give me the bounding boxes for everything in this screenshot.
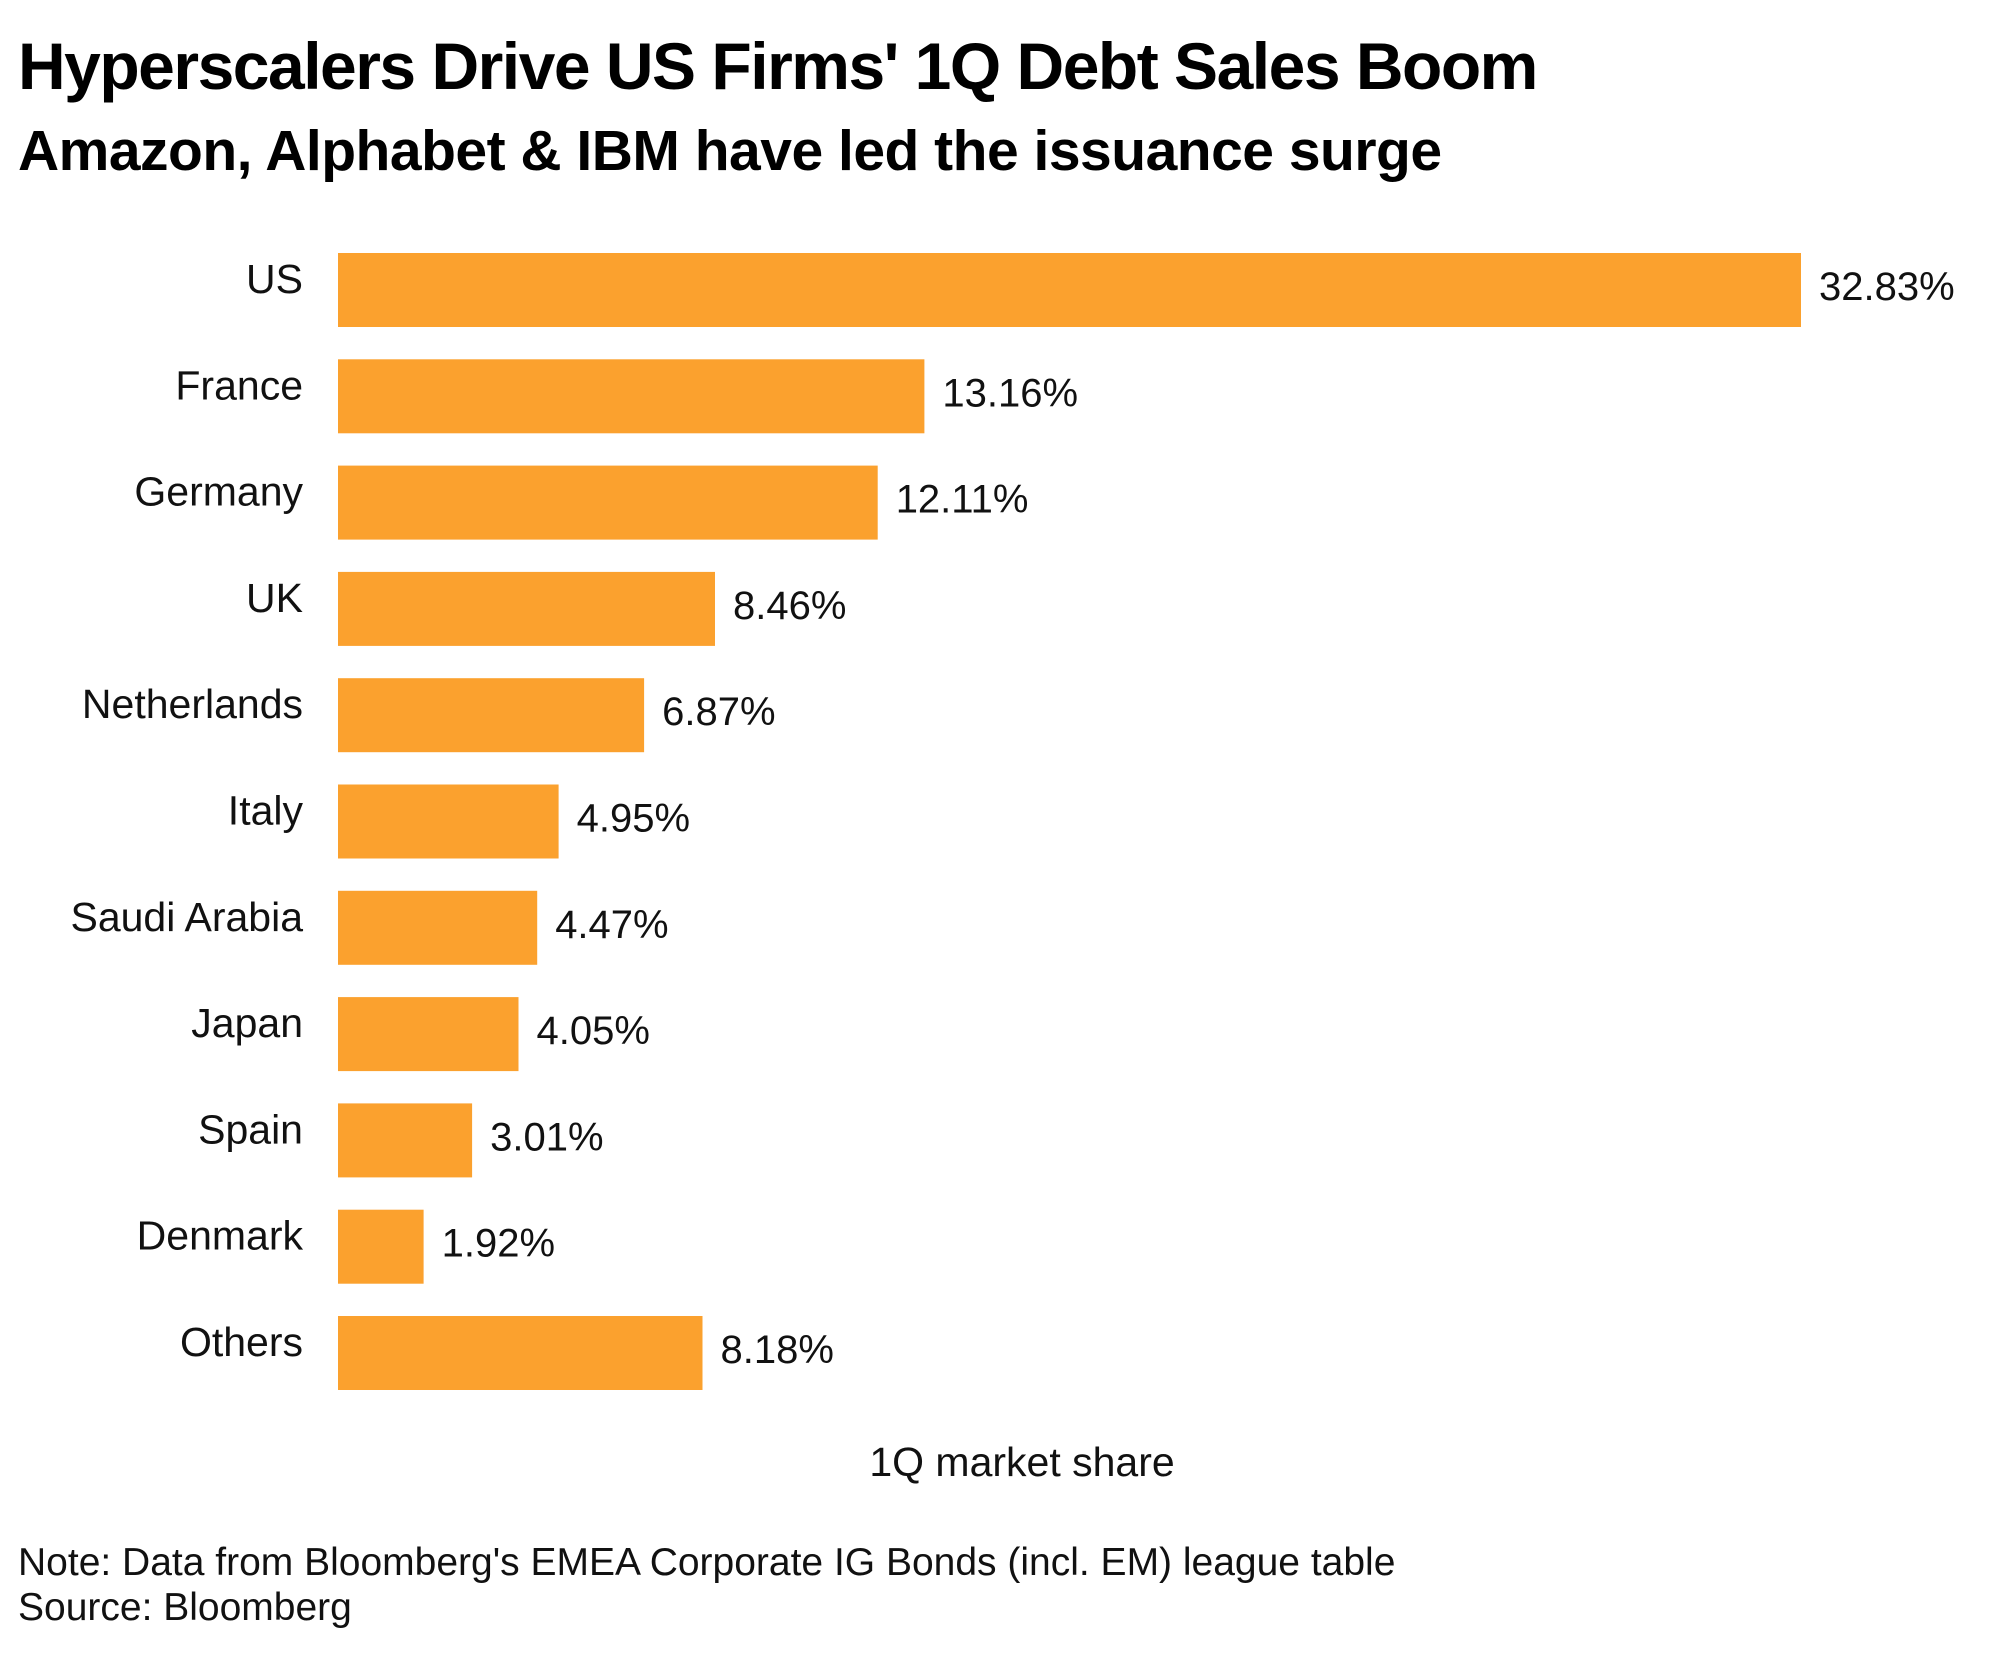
source-line: Source: Bloomberg	[18, 1586, 352, 1629]
category-label: Saudi Arabia	[70, 894, 303, 940]
value-label: 4.47%	[555, 903, 668, 947]
bar-saudi-arabia	[338, 890, 538, 965]
category-labels-group: US France Germany UK Netherlands Italy Saudi A…	[70, 256, 303, 1365]
x-axis-label: 1Q market share	[869, 1439, 1174, 1485]
category-label: Japan	[191, 1000, 303, 1046]
bar-japan	[338, 997, 519, 1072]
bar-france	[338, 359, 925, 434]
category-label: Netherlands	[82, 681, 303, 727]
value-labels-group: 32.83% 13.16% 12.11% 8.46% 6.87% 4.95% 4.47% 4.…	[442, 265, 1955, 1372]
footnote: Note: Data from Bloomberg's EMEA Corpora…	[18, 1541, 1396, 1584]
value-label: 4.05%	[537, 1009, 650, 1053]
bar-others	[338, 1316, 703, 1390]
chart-subtitle: Amazon, Alphabet & IBM have led the issu…	[18, 119, 1442, 183]
bars-group	[338, 253, 1801, 1390]
category-label: Italy	[228, 788, 304, 834]
bar-uk	[338, 571, 715, 646]
category-label: Denmark	[137, 1213, 304, 1259]
value-label: 13.16%	[942, 371, 1078, 415]
value-label: 8.18%	[721, 1328, 834, 1372]
bar-denmark	[338, 1209, 424, 1284]
bar-germany	[338, 465, 878, 540]
bar-italy	[338, 784, 559, 859]
chart-title: Hyperscalers Drive US Firms' 1Q Debt Sal…	[18, 29, 1538, 103]
category-label: Spain	[198, 1106, 303, 1152]
category-label: UK	[246, 575, 303, 621]
value-label: 3.01%	[490, 1115, 603, 1159]
bar-us	[338, 253, 1801, 327]
category-label: US	[246, 256, 303, 302]
value-label: 12.11%	[896, 478, 1029, 522]
value-label: 32.83%	[1819, 265, 1955, 309]
bar-spain	[338, 1103, 473, 1178]
value-label: 8.46%	[733, 584, 846, 628]
category-label: France	[175, 362, 303, 408]
category-label: Germany	[134, 469, 303, 515]
category-label: Others	[180, 1319, 303, 1365]
chart-footer: Note: Data from Bloomberg's EMEA Corpora…	[18, 1540, 1395, 1630]
bar-netherlands	[338, 678, 645, 753]
value-label: 1.92%	[442, 1222, 555, 1266]
value-label: 6.87%	[662, 690, 775, 734]
value-label: 4.95%	[577, 797, 690, 841]
